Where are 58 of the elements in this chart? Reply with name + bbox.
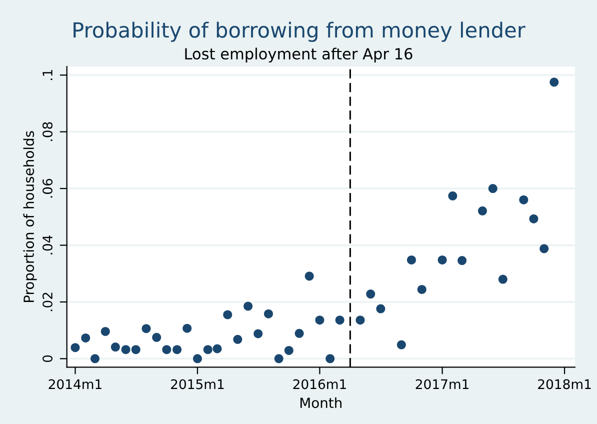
- x-axis-title: Month: [300, 397, 342, 408]
- chart-subtitle: Lost employment after Apr 16: [185, 48, 412, 63]
- point: [131, 345, 140, 354]
- point: [406, 255, 416, 264]
- point: [121, 345, 130, 354]
- x-tick-label: 2015m1: [171, 379, 224, 390]
- point: [182, 324, 192, 333]
- y-tick-label: .08: [42, 122, 52, 141]
- point: [284, 346, 294, 355]
- point: [488, 184, 498, 194]
- point: [335, 316, 344, 325]
- point: [438, 255, 447, 264]
- point: [356, 316, 365, 325]
- point: [550, 78, 559, 87]
- point: [274, 354, 284, 364]
- point: [233, 334, 242, 344]
- point: [90, 354, 100, 364]
- point: [70, 343, 80, 352]
- y-tick-label: 0: [42, 355, 52, 362]
- point: [458, 256, 467, 266]
- y-tick-label: .04: [42, 235, 52, 254]
- point: [203, 345, 212, 354]
- y-tick-label: .02: [42, 292, 52, 312]
- point: [326, 354, 335, 364]
- point: [162, 345, 172, 354]
- point: [304, 272, 314, 281]
- point: [212, 344, 222, 354]
- point: [254, 329, 263, 338]
- point: [315, 316, 324, 325]
- point: [192, 354, 202, 364]
- x-tick-label: 2014m1: [48, 379, 102, 390]
- point: [142, 324, 151, 334]
- y-tick-label: .1: [42, 70, 52, 80]
- point: [478, 206, 487, 216]
- point: [529, 214, 538, 224]
- point: [519, 195, 528, 204]
- chart-title: Probability of borrowing from money lender: [74, 22, 526, 42]
- x-tick-label: 2017m1: [416, 379, 468, 390]
- point: [540, 244, 549, 254]
- x-tick-label: 2016m1: [293, 379, 346, 390]
- point: [498, 274, 508, 284]
- point: [81, 333, 90, 342]
- y-tick-label: .06: [42, 178, 52, 198]
- point: [244, 302, 253, 311]
- point: [223, 310, 232, 320]
- point: [376, 304, 386, 314]
- point: [448, 191, 458, 200]
- point: [110, 342, 120, 352]
- point: [366, 290, 376, 299]
- point: [100, 326, 110, 336]
- point: [396, 340, 406, 350]
- point: [294, 328, 304, 338]
- point: [172, 345, 182, 354]
- point: [417, 284, 426, 294]
- x-tick-label: 2018m1: [538, 379, 591, 390]
- point: [264, 309, 273, 318]
- point: [152, 332, 162, 342]
- y-axis-title: Proportion of households: [23, 131, 37, 302]
